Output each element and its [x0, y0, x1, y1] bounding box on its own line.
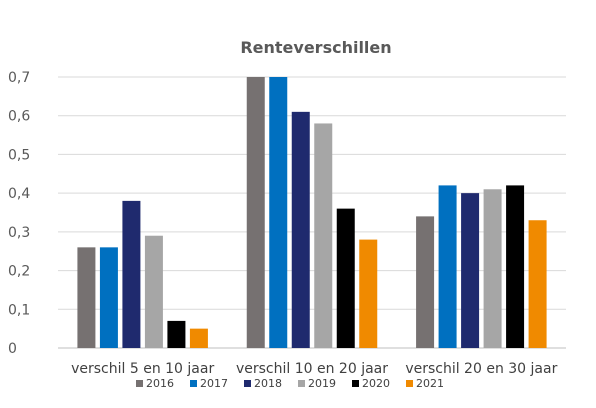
y-tick-label: 0,1	[8, 302, 30, 318]
y-tick-label: 0,4	[8, 186, 30, 202]
bar-2021-1	[189, 328, 208, 348]
y-tick-label: 0,6	[8, 109, 30, 125]
y-tick-label: 0,5	[8, 147, 30, 163]
gridlines	[58, 76, 566, 349]
y-axis-ticks: 0 0,1 0,2 0,3 0,4 0,5 0,6 0,7	[8, 70, 30, 357]
bar-2018-3	[461, 193, 480, 348]
legend-swatch-2016	[136, 380, 143, 387]
bar-2017-2	[269, 77, 288, 348]
x-category-label: verschil 5 en 10 jaar	[71, 361, 214, 377]
bar-2021-3	[528, 220, 547, 348]
bar-2020-2	[336, 208, 355, 348]
legend-label-2018: 2018	[254, 377, 282, 390]
bars	[77, 77, 547, 348]
legend-label-2021: 2021	[416, 377, 444, 390]
y-tick-label: 0,2	[8, 264, 30, 280]
legend-label-2019: 2019	[308, 377, 336, 390]
legend: 2016 2017 2018 2019 2020 2021	[136, 377, 444, 390]
legend-swatch-2017	[190, 380, 197, 387]
bar-2018-2	[291, 111, 310, 348]
x-axis-categories: verschil 5 en 10 jaar verschil 10 en 20 j…	[71, 361, 557, 377]
legend-swatch-2019	[298, 380, 305, 387]
bar-2016-3	[416, 216, 435, 348]
bar-2020-1	[167, 320, 186, 348]
bar-2018-1	[122, 200, 141, 348]
bar-2021-2	[359, 239, 378, 348]
x-category-label: verschil 10 en 20 jaar	[236, 361, 388, 377]
legend-swatch-2021	[406, 380, 413, 387]
bar-2019-3	[483, 189, 502, 348]
bar-2016-2	[246, 77, 265, 348]
y-tick-label: 0,7	[8, 70, 30, 86]
x-category-label: verschil 20 en 30 jaar	[405, 361, 557, 377]
legend-label-2016: 2016	[146, 377, 174, 390]
legend-label-2017: 2017	[200, 377, 228, 390]
legend-swatch-2020	[352, 380, 359, 387]
bar-2016-1	[77, 247, 96, 348]
legend-label-2020: 2020	[362, 377, 390, 390]
bar-2017-3	[438, 185, 457, 348]
y-tick-label: 0	[8, 341, 17, 357]
bar-2017-1	[99, 247, 118, 348]
bar-2019-1	[144, 235, 163, 348]
bar-2019-2	[314, 123, 333, 348]
legend-swatch-2018	[244, 380, 251, 387]
chart-title: Renteverschillen	[240, 38, 391, 57]
y-tick-label: 0,3	[8, 225, 30, 241]
bar-2020-3	[506, 185, 525, 348]
